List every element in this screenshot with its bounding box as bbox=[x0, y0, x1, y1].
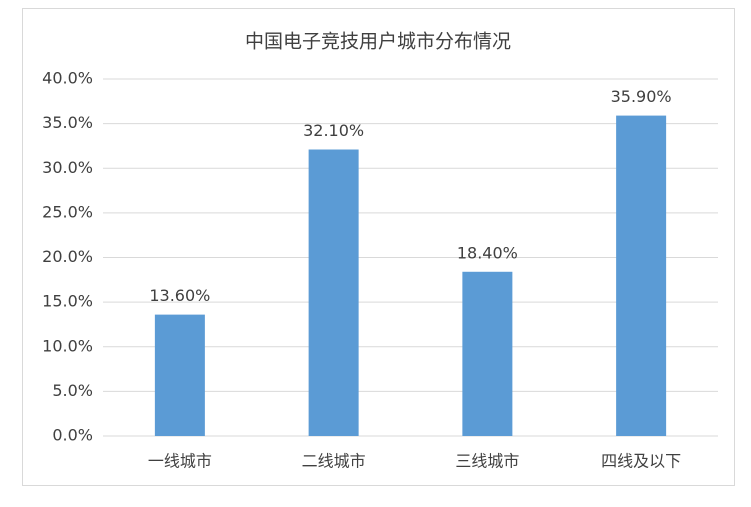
data-label: 13.60% bbox=[149, 286, 210, 305]
x-tick-label: 四线及以下 bbox=[601, 452, 681, 471]
y-tick-label: 0.0% bbox=[52, 426, 93, 445]
x-tick-label: 一线城市 bbox=[148, 452, 212, 471]
y-tick-label: 5.0% bbox=[52, 381, 93, 400]
bar bbox=[616, 115, 667, 436]
bar bbox=[154, 314, 205, 436]
y-tick-label: 20.0% bbox=[42, 247, 93, 266]
y-tick-label: 25.0% bbox=[42, 202, 93, 221]
bar bbox=[462, 271, 513, 436]
y-tick-label: 15.0% bbox=[42, 292, 93, 311]
data-label: 32.10% bbox=[303, 121, 364, 140]
y-tick-label: 40.0% bbox=[42, 69, 93, 88]
x-tick-label: 三线城市 bbox=[455, 452, 519, 471]
chart-border bbox=[22, 8, 735, 486]
x-tick-label: 二线城市 bbox=[302, 452, 366, 471]
y-tick-label: 35.0% bbox=[42, 113, 93, 132]
y-tick-label: 30.0% bbox=[42, 158, 93, 177]
data-label: 18.40% bbox=[457, 243, 518, 262]
data-label: 35.90% bbox=[611, 87, 672, 106]
bar bbox=[308, 149, 359, 436]
y-tick-label: 10.0% bbox=[42, 336, 93, 355]
chart-title: 中国电子竞技用户城市分布情况 bbox=[245, 31, 511, 53]
